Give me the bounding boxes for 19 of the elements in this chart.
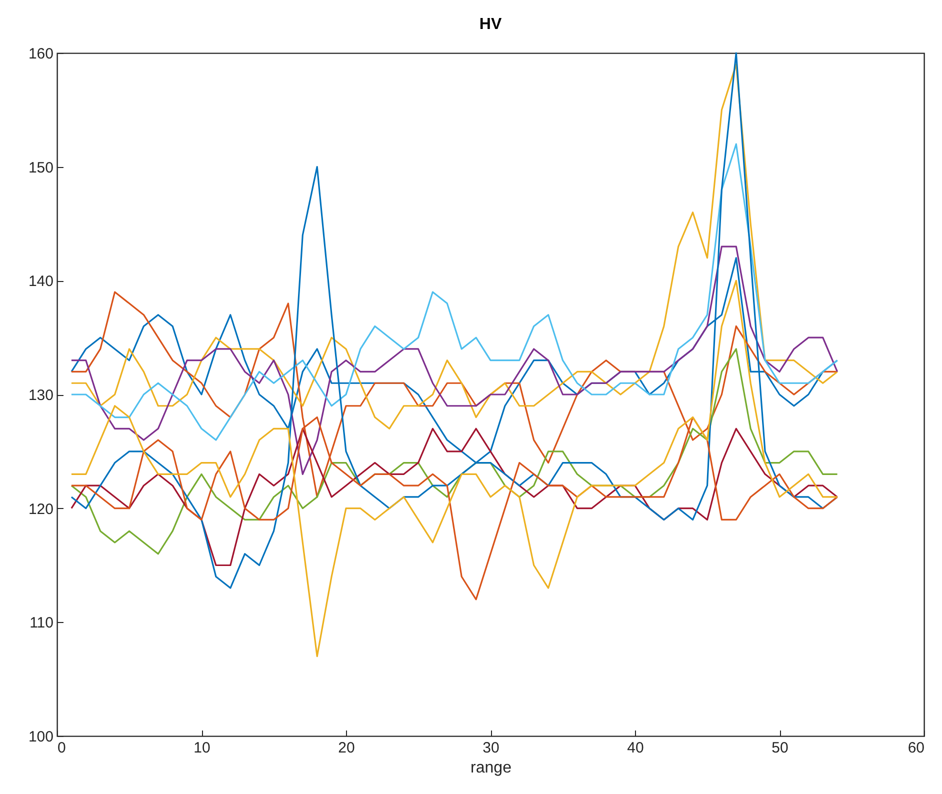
x-tick-label: 40 — [627, 740, 644, 756]
x-tick-label: 10 — [194, 740, 210, 756]
y-tick-label: 150 — [28, 159, 54, 176]
y-tick-label: 130 — [28, 387, 54, 404]
x-tick-label: 20 — [338, 740, 355, 756]
x-tick-label: 30 — [482, 740, 500, 756]
line-series — [70, 64, 838, 430]
chart-title: HV — [479, 16, 502, 33]
line-series — [70, 143, 838, 441]
x-tick-label: 50 — [772, 740, 788, 756]
x-tick-label: 60 — [908, 740, 924, 756]
y-tick-label: 110 — [30, 614, 54, 632]
x-axis-title: range — [470, 760, 512, 776]
line-series — [70, 280, 838, 658]
y-tick-label: 160 — [28, 46, 54, 62]
y-tick-label: 120 — [28, 500, 54, 518]
y-tick-label: 100 — [28, 728, 54, 746]
y-tick-label: 140 — [28, 273, 54, 290]
x-tick-label: 0 — [58, 740, 66, 756]
